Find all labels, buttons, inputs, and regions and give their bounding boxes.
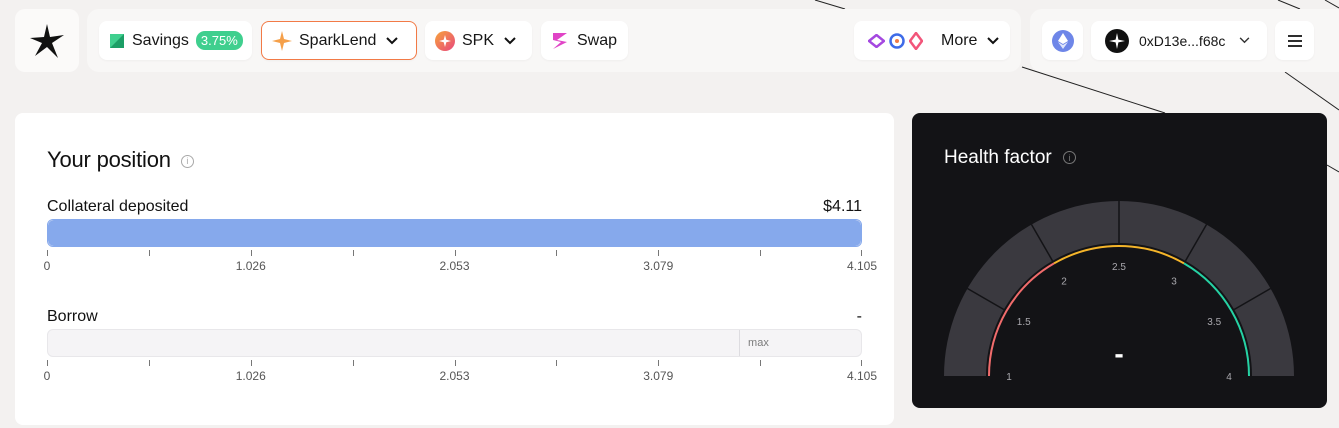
borrow-bar: max [47, 329, 862, 357]
axis-tick [556, 250, 557, 256]
borrow-value: - [856, 308, 862, 325]
gauge-tick-label: 2.5 [1112, 262, 1126, 273]
axis-tick [353, 250, 354, 256]
nav-swap[interactable]: Swap [541, 21, 628, 60]
position-title-row: Your position i [47, 147, 194, 173]
gauge-divider [1030, 224, 1054, 262]
axis-tick-label: 1.026 [235, 369, 266, 383]
nav-more[interactable]: More [854, 21, 1010, 60]
axis-tick [251, 360, 252, 366]
axis-tick [47, 250, 48, 256]
borrow-max-zone: max [739, 330, 861, 356]
gauge-tick-label: 1 [1006, 372, 1012, 383]
borrow-max-label: max [748, 337, 769, 349]
spk-icon [435, 30, 455, 51]
axis-tick-label: 3.079 [643, 369, 674, 383]
collateral-value: $4.11 [823, 198, 862, 215]
collateral-bar-fill [48, 220, 861, 246]
axis-tick [556, 360, 557, 366]
gauge-arc-low [988, 262, 1055, 377]
axis-tick-label: 1.026 [235, 259, 266, 273]
chevron-down-icon [386, 36, 399, 45]
axis-tick [353, 360, 354, 366]
gauge-tick-label: 4 [1226, 372, 1232, 383]
sparklend-icon [272, 30, 292, 51]
chevron-down-icon [987, 36, 1000, 45]
spark-star-icon [30, 23, 64, 58]
gauge-tick-label: 3.5 [1207, 317, 1221, 328]
menu-button[interactable] [1275, 21, 1314, 60]
savings-icon [110, 33, 124, 48]
axis-tick [149, 250, 150, 256]
health-title-row: Health factor i [944, 147, 1077, 169]
health-factor-card: Health factor i 1 1.5 2 2.5 3 3.5 4 - [912, 113, 1327, 408]
axis-tick [47, 360, 48, 366]
savings-rate-badge: 3.75% [195, 31, 243, 50]
spark-logo[interactable] [15, 9, 79, 72]
position-card: Your position i Collateral deposited $4.… [15, 113, 894, 425]
axis-tick [251, 250, 252, 256]
borrow-label: Borrow [47, 308, 98, 325]
axis-tick [861, 250, 862, 256]
axis-tick [760, 250, 761, 256]
nav-spk[interactable]: SPK [425, 21, 532, 60]
gauge-divider [967, 287, 1005, 311]
gauge-band [944, 201, 1294, 376]
ethereum-icon [1051, 29, 1074, 52]
axis-tick [861, 360, 862, 366]
chevron-down-icon [1239, 37, 1250, 44]
collateral-bar [47, 219, 862, 247]
info-icon[interactable]: i [1063, 151, 1077, 165]
axis-tick-label: 2.053 [439, 259, 470, 273]
nav-spk-label: SPK [462, 31, 495, 49]
nav-savings[interactable]: Savings 3.75% [99, 21, 252, 60]
gauge-divider [1184, 224, 1208, 262]
axis-tick [455, 360, 456, 366]
collateral-label: Collateral deposited [47, 198, 189, 215]
protocol-icon-2 [889, 32, 905, 49]
nav-sparklend[interactable]: SparkLend [261, 21, 417, 60]
axis-tick-label: 0 [43, 369, 51, 383]
collateral-axis: 0 1.026 2.053 3.079 4.105 [43, 250, 877, 280]
nav-swap-label: Swap [577, 31, 618, 49]
chevron-down-icon [504, 36, 516, 45]
axis-tick-label: 4.105 [846, 369, 878, 383]
gauge-tick-label: 2 [1061, 277, 1067, 288]
gauge-divider [1233, 287, 1271, 311]
axis-tick [149, 360, 150, 366]
health-gauge: 1 1.5 2 2.5 3 3.5 4 - [944, 201, 1294, 383]
nav-more-label: More [941, 31, 978, 49]
nav-sparklend-label: SparkLend [299, 31, 377, 49]
protocol-icon-3 [909, 31, 923, 50]
axis-tick [658, 360, 659, 366]
gauge-arc-high [1183, 262, 1250, 377]
network-selector[interactable] [1042, 21, 1083, 60]
wallet-avatar-icon [1105, 28, 1129, 53]
axis-tick [658, 250, 659, 256]
swap-icon [553, 32, 567, 49]
position-title: Your position [47, 147, 171, 172]
gauge-tick-label: 1.5 [1017, 317, 1031, 328]
axis-tick-label: 3.079 [643, 259, 674, 273]
axis-tick [455, 250, 456, 256]
axis-tick [760, 360, 761, 366]
wallet-address: 0xD13e...f68c [1139, 32, 1226, 49]
health-factor-value: - [1114, 338, 1123, 369]
borrow-axis: 0 1.026 2.053 3.079 4.105 [43, 360, 877, 390]
gauge-arc-mid [1053, 245, 1185, 265]
protocol-icon-1 [868, 33, 885, 48]
wallet-button[interactable]: 0xD13e...f68c [1091, 21, 1267, 60]
axis-tick-label: 0 [43, 259, 51, 273]
nav-savings-label: Savings [132, 31, 189, 49]
axis-tick-label: 4.105 [846, 259, 878, 273]
health-title: Health factor [944, 147, 1052, 168]
gauge-tick-label: 3 [1171, 277, 1177, 288]
hamburger-menu-icon [1287, 34, 1302, 47]
axis-tick-label: 2.053 [439, 369, 470, 383]
info-icon[interactable]: i [180, 154, 194, 168]
